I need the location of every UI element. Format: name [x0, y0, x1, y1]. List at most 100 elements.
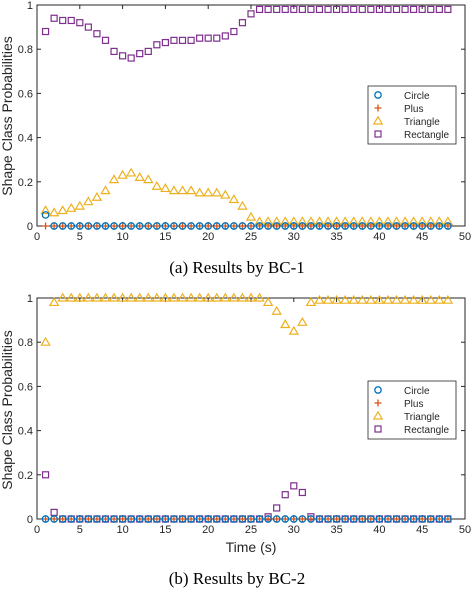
point-circle-b-25: [255, 515, 264, 523]
point-plus-b-39: [375, 515, 383, 523]
point-circle-a-0: [41, 211, 50, 219]
point-circle-a-14: [161, 222, 170, 230]
point-triangle-a-0: [40, 205, 51, 215]
series-circle-b: [41, 515, 452, 523]
point-plus-b-10: [127, 515, 135, 523]
point-triangle-b-23: [237, 292, 248, 302]
point-circle-a-8: [110, 222, 118, 230]
point-triangle-a-14: [160, 183, 171, 193]
point-circle-b-38: [366, 515, 375, 523]
point-plus-b-25: [256, 515, 264, 523]
point-triangle-b-40: [382, 294, 394, 304]
point-circle-a-28: [281, 222, 290, 230]
legend-label-plus-a: Plus: [404, 104, 423, 115]
point-triangle-b-12: [143, 292, 154, 302]
x-axis-label-b: Time (s): [226, 539, 277, 555]
point-plus-b-20: [213, 515, 221, 523]
point-plus-b-34: [333, 515, 341, 523]
legend-label-circle-a: Circle: [404, 91, 430, 102]
panel-b-chart: 0 0.2 0.4 0.6 0.8 1 0 5 10 15 20 25 30 35 40 45 50 Shap…: [0, 292, 471, 588]
point-rectangle-a-35: [341, 5, 349, 14]
point-circle-a-13: [152, 222, 161, 230]
point-rectangle-a-17: [187, 36, 195, 44]
point-triangle-b-36: [348, 294, 359, 304]
point-plus-a-5: [84, 222, 92, 230]
point-triangle-b-34: [331, 294, 342, 304]
y-tick-label-a-1: 0.2: [18, 177, 33, 189]
y-axis-label-b: Shape Class Probabilities: [0, 330, 15, 490]
point-rectangle-a-43: [410, 5, 418, 14]
point-plus-b-9: [119, 515, 127, 523]
point-rectangle-a-24: [247, 10, 255, 18]
point-circle-a-43: [409, 222, 418, 230]
legend-label-triangle-b: Triangle: [404, 412, 440, 423]
point-rectangle-a-16: [178, 36, 187, 44]
y-tick-label-a-0: 0: [27, 221, 33, 233]
legend-marker-triangle-a: [372, 115, 384, 125]
point-triangle-b-39: [374, 294, 385, 304]
x-tick-label-a-2: 10: [116, 231, 128, 243]
legend-label-triangle-a: Triangle: [404, 117, 440, 128]
point-circle-b-7: [101, 515, 110, 523]
point-rectangle-a-3: [67, 16, 75, 25]
point-rectangle-a-0: [41, 27, 50, 36]
point-rectangle-a-20: [213, 34, 221, 42]
point-circle-a-38: [366, 222, 375, 230]
point-plus-b-5: [84, 515, 92, 523]
point-circle-b-12: [144, 515, 153, 523]
point-circle-b-31: [307, 515, 315, 523]
point-plus-a-3: [67, 222, 75, 230]
point-plus-b-37: [358, 515, 366, 523]
point-circle-a-46: [435, 222, 444, 230]
point-plus-b-8: [110, 515, 118, 523]
point-plus-a-12: [144, 222, 152, 230]
legend-marker-circle-b: [374, 386, 382, 394]
point-plus-a-19: [204, 222, 212, 230]
point-circle-a-4: [75, 222, 84, 230]
x-tick-label-b-0: 0: [34, 524, 40, 536]
point-plus-b-42: [401, 515, 409, 523]
point-circle-b-17: [187, 515, 195, 523]
y-tick-label-a-2: 0.4: [18, 133, 33, 145]
point-circle-b-37: [358, 515, 367, 523]
point-circle-b-29: [289, 515, 298, 523]
point-triangle-a-7: [100, 185, 111, 195]
point-rectangle-a-21: [221, 32, 229, 40]
x-tick-label-b-6: 30: [288, 524, 300, 536]
point-plus-a-36: [350, 222, 358, 230]
point-rectangle-a-45: [427, 5, 435, 14]
point-triangle-b-25: [254, 292, 265, 302]
point-circle-a-20: [212, 222, 221, 230]
panel-a-chart: 0 0.2 0.4 0.6 0.8 1 0 5 10 15 20 25 30 35 40 45 50 Shap…: [0, 0, 471, 277]
point-plus-b-14: [161, 515, 169, 523]
point-circle-a-18: [195, 222, 204, 230]
point-circle-b-30: [298, 515, 307, 523]
point-triangle-b-20: [211, 292, 223, 302]
y-tick-label-a-3: 0.6: [18, 88, 33, 100]
point-plus-b-19: [204, 515, 212, 523]
point-triangle-b-2: [57, 292, 68, 302]
point-plus-a-43: [410, 222, 418, 230]
point-plus-b-40: [384, 515, 392, 523]
point-plus-a-37: [358, 222, 366, 230]
point-rectangle-a-7: [101, 36, 110, 44]
point-triangle-b-46: [434, 294, 445, 304]
point-triangle-b-42: [399, 294, 411, 304]
point-plus-a-41: [393, 222, 401, 230]
point-circle-a-36: [349, 222, 358, 230]
point-circle-a-32: [315, 222, 324, 230]
point-circle-b-36: [349, 515, 358, 523]
point-triangle-a-20: [211, 187, 223, 197]
point-rectangle-a-2: [59, 16, 67, 25]
point-circle-a-35: [341, 222, 350, 230]
point-rectangle-a-22: [230, 27, 238, 36]
point-plus-a-18: [196, 222, 204, 230]
point-circle-a-27: [272, 222, 281, 230]
point-circle-a-9: [118, 222, 127, 230]
point-circle-a-37: [358, 222, 367, 230]
series-plus-a: [42, 222, 452, 230]
y-tick-label-b-2: 0.4: [18, 426, 33, 438]
point-circle-b-23: [238, 515, 247, 523]
point-rectangle-a-37: [358, 5, 366, 14]
point-plus-b-4: [76, 515, 84, 523]
